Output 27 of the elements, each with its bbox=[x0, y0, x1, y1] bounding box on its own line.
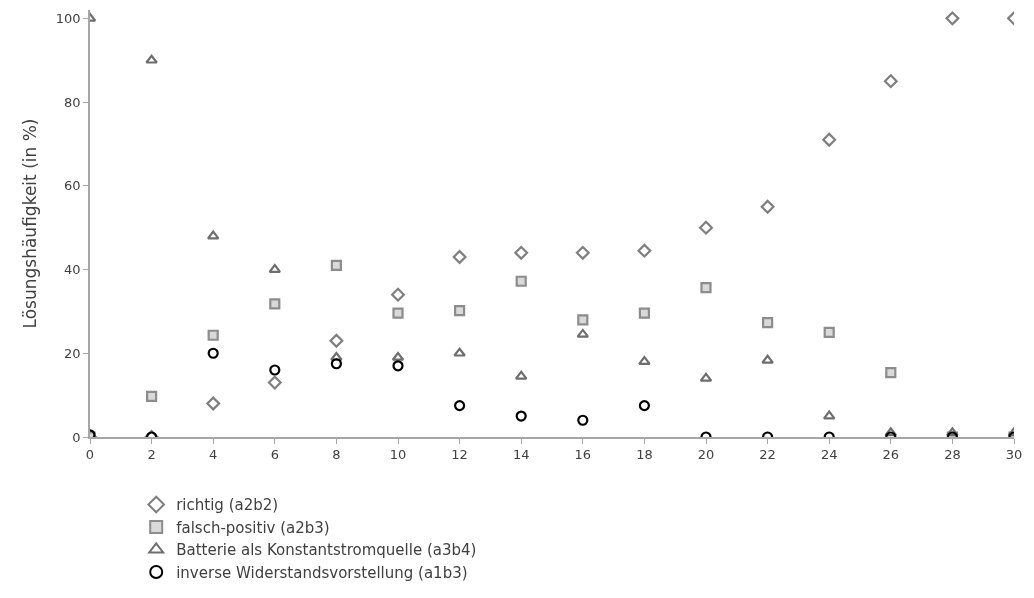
y-tick-label: 80 bbox=[64, 94, 81, 110]
legend-label: inverse Widerstandsvorstellung (a1b3) bbox=[176, 563, 468, 582]
x-tick-label: 8 bbox=[332, 447, 341, 463]
y-tick-label: 20 bbox=[64, 345, 81, 361]
x-tick-label: 24 bbox=[820, 447, 838, 463]
y-tick-label: 60 bbox=[64, 178, 81, 194]
x-tick-label: 12 bbox=[451, 447, 468, 463]
x-tick-label: 14 bbox=[512, 447, 530, 463]
legend-label: richtig (a2b2) bbox=[176, 496, 279, 515]
x-tick-label: 0 bbox=[85, 447, 95, 463]
legend-label: Batterie als Konstantstromquelle (a3b4) bbox=[176, 541, 477, 560]
x-tick-label: 28 bbox=[944, 447, 961, 463]
x-tick-label: 10 bbox=[389, 447, 407, 463]
y-axis-title: Lösungshäufigkeit (in %) bbox=[19, 118, 40, 329]
x-tick-label: 22 bbox=[759, 447, 776, 463]
y-tick-label: 0 bbox=[72, 429, 81, 445]
x-tick-label: 30 bbox=[1005, 447, 1023, 463]
x-tick-label: 26 bbox=[882, 447, 900, 463]
x-tick-label: 20 bbox=[697, 447, 715, 463]
x-tick-label: 4 bbox=[209, 447, 218, 463]
y-tick-label: 40 bbox=[64, 262, 81, 278]
x-tick-label: 18 bbox=[636, 447, 653, 463]
legend-label: falsch-positiv (a2b3) bbox=[176, 518, 330, 537]
x-tick-label: 16 bbox=[574, 447, 592, 463]
y-tick-label: 100 bbox=[55, 10, 81, 26]
x-tick-label: 2 bbox=[147, 447, 156, 463]
x-tick-label: 6 bbox=[270, 447, 279, 463]
